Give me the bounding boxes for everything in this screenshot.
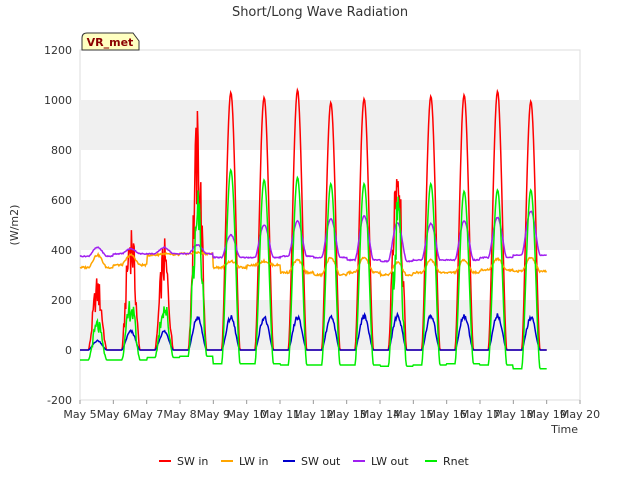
- x-tick-label: May 18: [493, 408, 533, 421]
- legend: SW in LW in SW out LW out Rnet: [159, 455, 469, 468]
- y-tick-label: 0: [65, 344, 72, 357]
- y-axis-title: (W/m2): [8, 205, 21, 246]
- series-layer: [79, 87, 548, 370]
- x-tick-label: May 7: [130, 408, 163, 421]
- y-tick-label: 200: [51, 294, 72, 307]
- legend-item: Rnet: [425, 455, 469, 468]
- legend-item: SW in: [159, 455, 208, 468]
- x-tick-label: May 12: [293, 408, 333, 421]
- x-tick-label: May 20: [560, 408, 600, 421]
- y-tick-label: 1200: [44, 44, 72, 57]
- legend-label: Rnet: [443, 455, 469, 468]
- legend-label: LW out: [371, 455, 409, 468]
- x-tick-label: May 9: [197, 408, 230, 421]
- x-tick-label: May 6: [97, 408, 130, 421]
- chart-title: Short/Long Wave Radiation: [232, 5, 408, 20]
- x-tick-label: May 13: [327, 408, 367, 421]
- grid-band: [80, 200, 580, 250]
- site-label: VR_met: [87, 36, 134, 49]
- x-axis-title: Time: [550, 423, 578, 436]
- legend-label: LW in: [239, 455, 269, 468]
- x-tick-label: May 5: [63, 408, 96, 421]
- legend-item: SW out: [283, 455, 341, 468]
- x-tick-label: May 8: [163, 408, 196, 421]
- site-label-box: VR_met: [81, 32, 140, 51]
- series-line-rnet: [80, 167, 547, 370]
- y-tick-label: 600: [51, 194, 72, 207]
- x-tick-label: May 10: [227, 408, 267, 421]
- series-line-lw-out: [79, 210, 547, 263]
- y-tick-label: 1000: [44, 94, 72, 107]
- y-tick-label: -200: [47, 394, 72, 407]
- legend-item: LW out: [353, 455, 409, 468]
- x-tick-label: May 15: [393, 408, 433, 421]
- x-tick-label: May 11: [260, 408, 300, 421]
- legend-label: SW in: [177, 455, 208, 468]
- x-tick-label: May 19: [527, 408, 567, 421]
- x-tick-label: May 14: [360, 408, 400, 421]
- legend-item: LW in: [221, 455, 269, 468]
- y-tick-label: 800: [51, 144, 72, 157]
- y-tick-label: 400: [51, 244, 72, 257]
- x-tick-label: May 16: [427, 408, 467, 421]
- legend-label: SW out: [301, 455, 341, 468]
- x-tick-label: May 17: [460, 408, 500, 421]
- y-axis: -200 0 200 400 600 800 1000 1200: [44, 44, 72, 407]
